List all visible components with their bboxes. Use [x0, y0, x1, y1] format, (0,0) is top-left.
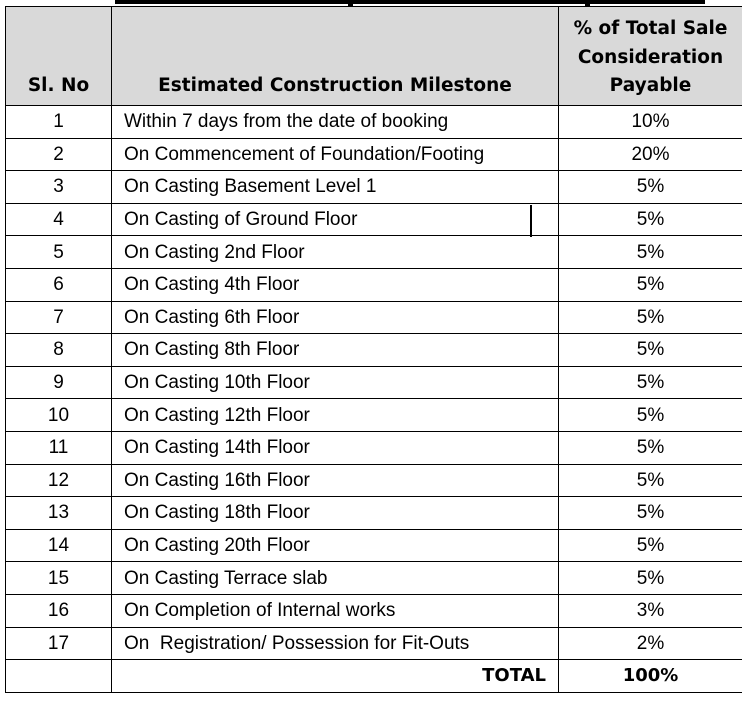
row-percent: 5%	[558, 170, 742, 204]
row-number: 12	[5, 463, 112, 498]
header-percent-line2: Consideration	[577, 46, 724, 68]
table-row: 8 On Casting 8th Floor 5%	[5, 333, 742, 367]
cell-divider-mark	[530, 205, 532, 238]
header-percent: % of Total Sale Consideration Payable	[558, 6, 742, 106]
table-row: 9 On Casting 10th Floor 5%	[5, 365, 742, 400]
table-row: 2 On Commencement of Foundation/Footing …	[5, 137, 742, 172]
top-border-line	[115, 0, 705, 4]
row-number: 14	[5, 528, 112, 563]
row-number: 8	[5, 333, 112, 367]
header-percent-line3: Payable	[609, 75, 692, 97]
row-milestone: On Casting 2nd Floor	[111, 235, 559, 269]
top-border-mark	[348, 0, 353, 7]
row-percent: 20%	[558, 137, 742, 172]
table-row: 15 On Casting Terrace slab 5%	[5, 561, 742, 595]
table-row: 6 On Casting 4th Floor 5%	[5, 267, 742, 302]
header-milestone: Estimated Construction Milestone	[111, 6, 559, 106]
row-milestone: On Casting 8th Floor	[111, 333, 559, 367]
row-number: 7	[5, 300, 112, 335]
total-row: TOTAL 100%	[5, 659, 742, 693]
row-percent: 5%	[558, 267, 742, 302]
table-row: 13 On Casting 18th Floor 5%	[5, 496, 742, 530]
table-row: 1 Within 7 days from the date of booking…	[5, 105, 742, 139]
row-percent: 5%	[558, 202, 742, 237]
table-row: 4 On Casting of Ground Floor 5%	[5, 202, 742, 238]
row-percent: 5%	[558, 430, 742, 465]
table-row: 12 On Casting 16th Floor 5%	[5, 463, 742, 498]
top-border-mark	[585, 0, 590, 7]
table-row: 10 On Casting 12th Floor 5%	[5, 398, 742, 432]
row-milestone: On Casting of Ground Floor	[124, 209, 358, 231]
total-empty-cell	[5, 659, 112, 693]
row-percent: 5%	[558, 398, 742, 432]
row-number: 11	[5, 430, 112, 465]
total-label: TOTAL	[111, 659, 559, 693]
table-row: 14 On Casting 20th Floor 5%	[5, 528, 742, 563]
row-percent: 5%	[558, 333, 742, 367]
row-milestone: On Commencement of Foundation/Footing	[111, 137, 559, 172]
row-number: 13	[5, 496, 112, 530]
row-percent: 5%	[558, 365, 742, 400]
table-row: 16 On Completion of Internal works 3%	[5, 593, 742, 628]
row-milestone: On Casting Basement Level 1	[111, 170, 559, 204]
row-milestone: On Casting 10th Floor	[111, 365, 559, 400]
row-number: 5	[5, 235, 112, 269]
row-number: 6	[5, 267, 112, 302]
row-percent: 5%	[558, 235, 742, 269]
table-row: 7 On Casting 6th Floor 5%	[5, 300, 742, 335]
row-number: 15	[5, 561, 112, 595]
table-row: 5 On Casting 2nd Floor 5%	[5, 235, 742, 269]
row-percent: 5%	[558, 528, 742, 563]
row-number: 4	[5, 202, 112, 237]
row-percent: 5%	[558, 300, 742, 335]
row-number: 16	[5, 593, 112, 628]
row-milestone: On Casting 18th Floor	[111, 496, 559, 530]
row-number: 1	[5, 105, 112, 139]
row-milestone: On Casting Terrace slab	[111, 561, 559, 595]
row-percent: 5%	[558, 496, 742, 530]
header-sl-no: Sl. No	[5, 6, 112, 106]
milestone-wrap: On Casting of Ground Floor	[124, 205, 558, 238]
row-milestone-cell: On Casting of Ground Floor	[111, 202, 559, 238]
row-number: 2	[5, 137, 112, 172]
table-row: 3 On Casting Basement Level 1 5%	[5, 170, 742, 204]
row-number: 17	[5, 626, 112, 661]
header-percent-line1: % of Total Sale	[573, 17, 728, 39]
table-row: 17 On Registration/ Possession for Fit-O…	[5, 626, 742, 661]
row-number: 3	[5, 170, 112, 204]
row-percent: 5%	[558, 463, 742, 498]
row-number: 9	[5, 365, 112, 400]
row-percent: 5%	[558, 561, 742, 595]
row-milestone: On Casting 20th Floor	[111, 528, 559, 563]
row-number: 10	[5, 398, 112, 432]
row-milestone: On Casting 6th Floor	[111, 300, 559, 335]
table-header-row: Sl. No Estimated Construction Milestone …	[5, 6, 742, 106]
row-milestone: On Casting 4th Floor	[111, 267, 559, 302]
row-milestone: On Casting 12th Floor	[111, 398, 559, 432]
row-percent: 3%	[558, 593, 742, 628]
row-milestone: Within 7 days from the date of booking	[111, 105, 559, 139]
row-milestone: On Casting 14th Floor	[111, 430, 559, 465]
row-milestone: On Registration/ Possession for Fit-Outs	[111, 626, 559, 661]
row-milestone: On Completion of Internal works	[111, 593, 559, 628]
row-percent: 10%	[558, 105, 742, 139]
payment-schedule-table: Sl. No Estimated Construction Milestone …	[5, 6, 742, 693]
table-row: 11 On Casting 14th Floor 5%	[5, 430, 742, 465]
total-value: 100%	[558, 659, 742, 693]
row-percent: 2%	[558, 626, 742, 661]
row-milestone: On Casting 16th Floor	[111, 463, 559, 498]
